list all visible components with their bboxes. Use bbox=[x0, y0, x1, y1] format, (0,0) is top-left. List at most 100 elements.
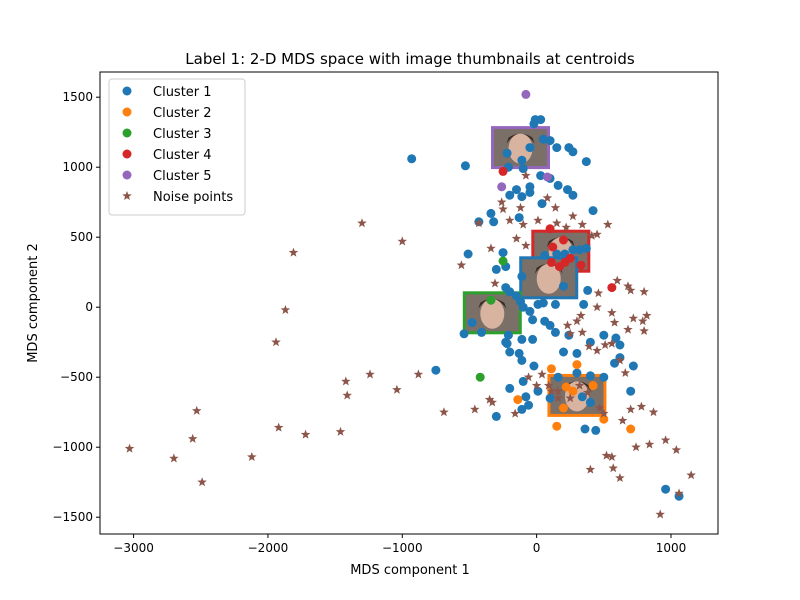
series-cluster-5 bbox=[497, 89, 552, 192]
data-point bbox=[505, 347, 515, 357]
data-point bbox=[505, 383, 515, 393]
hair-icon bbox=[562, 381, 591, 392]
legend-marker bbox=[122, 149, 132, 159]
data-point bbox=[577, 392, 587, 402]
data-point bbox=[548, 242, 558, 252]
data-point bbox=[628, 361, 638, 371]
data-point bbox=[517, 155, 527, 165]
data-point bbox=[524, 400, 534, 410]
legend-label: Cluster 5 bbox=[153, 169, 212, 184]
noise-point bbox=[273, 422, 284, 432]
noise-point bbox=[671, 445, 682, 455]
data-point bbox=[518, 376, 528, 386]
data-point bbox=[545, 320, 555, 330]
noise-point bbox=[576, 310, 586, 320]
noise-point bbox=[518, 219, 528, 229]
noise-point bbox=[521, 240, 531, 250]
noise-point bbox=[413, 369, 424, 379]
noise-point bbox=[187, 433, 198, 443]
data-point bbox=[463, 249, 473, 259]
data-point bbox=[588, 206, 598, 216]
data-point bbox=[561, 382, 571, 392]
data-point bbox=[475, 372, 485, 382]
y-tick-label: −500 bbox=[60, 370, 93, 384]
noise-point bbox=[197, 477, 207, 487]
chart-title: Label 1: 2-D MDS space with image thumbn… bbox=[185, 50, 635, 68]
noise-point bbox=[474, 218, 484, 228]
hair-icon bbox=[478, 298, 507, 309]
noise-point bbox=[572, 316, 582, 326]
noise-point bbox=[546, 386, 557, 396]
data-point bbox=[550, 299, 560, 309]
noise-point bbox=[124, 443, 135, 453]
noise-point bbox=[607, 307, 617, 317]
data-point bbox=[503, 330, 513, 340]
data-point bbox=[568, 147, 578, 157]
noise-point bbox=[599, 408, 609, 418]
x-tick-label: −3000 bbox=[113, 541, 154, 555]
y-tick-label: −1500 bbox=[52, 510, 93, 524]
data-point bbox=[568, 190, 578, 200]
x-tick-label: −1000 bbox=[382, 541, 423, 555]
data-point bbox=[498, 166, 508, 176]
data-point bbox=[581, 157, 591, 167]
data-point bbox=[580, 424, 590, 434]
noise-point bbox=[169, 453, 179, 463]
y-tick-label: 1000 bbox=[62, 160, 93, 174]
noise-point bbox=[600, 340, 610, 350]
noise-point bbox=[608, 463, 618, 473]
data-point bbox=[610, 358, 620, 368]
noise-point bbox=[615, 473, 625, 483]
noise-point bbox=[592, 229, 602, 239]
noise-point bbox=[674, 488, 684, 498]
data-point bbox=[517, 355, 527, 365]
noise-point bbox=[565, 393, 575, 403]
data-point bbox=[497, 182, 507, 192]
noise-point bbox=[609, 317, 620, 327]
data-point bbox=[559, 347, 568, 357]
data-point bbox=[599, 372, 609, 382]
data-point bbox=[486, 208, 496, 218]
data-point bbox=[661, 484, 671, 494]
data-point bbox=[540, 250, 550, 260]
noise-point bbox=[565, 328, 575, 338]
data-point bbox=[583, 285, 593, 295]
data-point bbox=[545, 136, 555, 146]
data-point bbox=[537, 199, 547, 209]
data-point bbox=[431, 365, 441, 375]
noise-point bbox=[586, 230, 597, 240]
data-point bbox=[615, 340, 625, 350]
noise-point bbox=[496, 197, 507, 207]
noise-point bbox=[342, 390, 352, 400]
data-point bbox=[542, 172, 552, 182]
noise-point bbox=[552, 218, 562, 228]
data-point bbox=[536, 171, 546, 181]
noise-point bbox=[335, 426, 346, 436]
legend-box bbox=[108, 78, 246, 216]
noise-point bbox=[470, 404, 480, 414]
data-point bbox=[525, 182, 535, 192]
noise-point bbox=[486, 243, 496, 253]
noise-point bbox=[603, 219, 613, 229]
noise-point bbox=[584, 341, 594, 351]
series-cluster-4 bbox=[498, 166, 617, 293]
legend: Cluster 1 Cluster 2 Cluster 3 Cluster 4 Clus… bbox=[108, 78, 246, 216]
noise-point bbox=[515, 202, 526, 212]
data-point bbox=[525, 306, 535, 316]
noise-point bbox=[595, 403, 605, 413]
data-point bbox=[498, 256, 508, 266]
data-point bbox=[459, 329, 469, 339]
data-point bbox=[538, 134, 548, 144]
data-point bbox=[505, 190, 515, 200]
data-point bbox=[626, 424, 636, 434]
noise-point bbox=[456, 260, 467, 270]
noise-point bbox=[601, 450, 612, 460]
legend-label: Cluster 2 bbox=[153, 106, 212, 121]
legend-marker bbox=[122, 128, 132, 138]
noise-point bbox=[487, 397, 498, 407]
data-point bbox=[545, 224, 555, 234]
noise-point bbox=[341, 376, 351, 386]
noise-point bbox=[357, 218, 367, 228]
data-point bbox=[529, 361, 539, 371]
